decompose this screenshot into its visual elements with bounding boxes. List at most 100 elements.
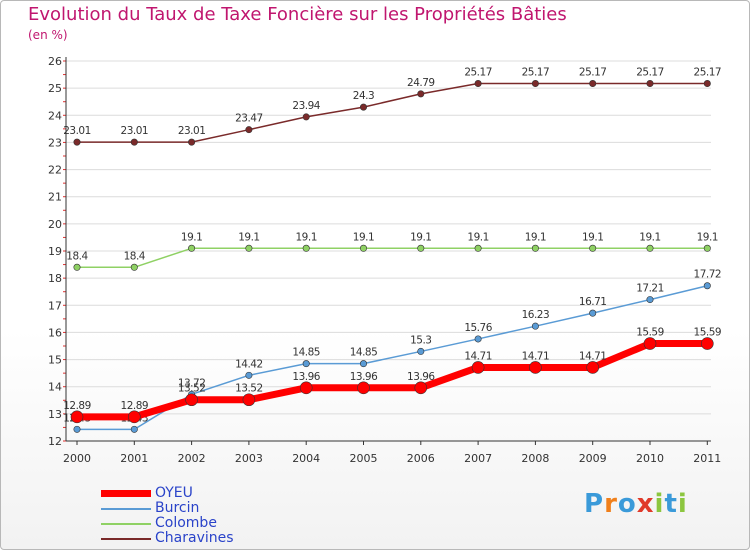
- logo-letter: i: [654, 489, 665, 519]
- data-label-oyeu: 12.89: [63, 400, 91, 412]
- data-point-colombe: [302, 244, 310, 252]
- data-point-oyeu: [128, 410, 141, 424]
- data-point-colombe: [474, 244, 482, 252]
- data-point-oyeu: [586, 361, 600, 374]
- data-point-burcin: [531, 322, 539, 330]
- data-point-oyeu: [242, 393, 256, 407]
- data-point-oyeu: [299, 381, 313, 395]
- legend-swatch-burcin: [101, 508, 151, 510]
- y-tick-label: 23: [48, 136, 62, 149]
- data-label-burcin: 15.76: [464, 322, 492, 334]
- series-line-charavines: [77, 82, 708, 143]
- data-point-burcin: [474, 335, 482, 343]
- y-tick-label: 25: [48, 82, 62, 95]
- x-tick-label: 2005: [350, 452, 378, 465]
- data-label-oyeu: 13.96: [292, 371, 320, 383]
- data-point-burcin: [646, 296, 654, 304]
- data-point-charavines: [188, 138, 196, 146]
- data-point-charavines: [474, 80, 482, 88]
- data-point-charavines: [703, 80, 711, 88]
- x-tick-label: 2010: [636, 452, 664, 465]
- data-point-colombe: [417, 244, 425, 252]
- data-label-charavines: 25.17: [579, 67, 607, 79]
- data-point-oyeu: [185, 393, 198, 407]
- data-label-burcin: 16.23: [522, 309, 550, 321]
- y-tick-label: 13: [48, 408, 62, 421]
- data-label-oyeu: 13.52: [235, 383, 263, 395]
- data-point-oyeu: [70, 410, 84, 424]
- data-point-colombe: [703, 244, 711, 252]
- data-label-burcin: 14.85: [292, 347, 320, 359]
- data-label-oyeu: 12.89: [121, 400, 149, 412]
- data-label-charavines: 23.01: [63, 125, 91, 137]
- logo-letter: r: [604, 489, 618, 519]
- data-label-colombe: 19.1: [525, 231, 546, 243]
- data-label-oyeu: 14.71: [464, 350, 492, 362]
- data-label-oyeu: 14.71: [522, 350, 550, 362]
- y-tick-label: 17: [48, 299, 62, 312]
- proxiti-logo: Proxiti: [584, 489, 688, 519]
- data-point-charavines: [646, 80, 654, 88]
- data-label-charavines: 23.94: [292, 100, 320, 112]
- x-tick-label: 2002: [178, 452, 206, 465]
- data-point-burcin: [589, 309, 597, 317]
- data-point-colombe: [359, 244, 367, 252]
- x-tick-label: 2008: [521, 452, 549, 465]
- data-point-burcin: [417, 347, 425, 355]
- x-tick-label: 2007: [464, 452, 492, 465]
- x-tick-label: 2004: [292, 452, 320, 465]
- data-point-colombe: [73, 263, 81, 271]
- data-label-burcin: 17.72: [694, 269, 722, 281]
- data-label-oyeu: 15.59: [694, 327, 722, 339]
- data-label-burcin: 14.85: [350, 347, 378, 359]
- legend-swatch-charavines: [101, 538, 151, 540]
- data-label-colombe: 19.1: [410, 231, 431, 243]
- data-point-colombe: [531, 244, 539, 252]
- data-label-burcin: 14.42: [235, 358, 263, 370]
- legend-swatch-colombe: [101, 523, 151, 525]
- legend-label-colombe: Colombe: [155, 515, 217, 531]
- data-label-colombe: 18.4: [66, 250, 88, 262]
- data-label-burcin: 15.3: [410, 334, 431, 346]
- data-label-colombe: 19.1: [238, 231, 259, 243]
- data-label-oyeu: 13.96: [350, 371, 378, 383]
- chart-title: Evolution du Taux de Taxe Foncière sur l…: [28, 4, 567, 25]
- data-label-burcin: 17.21: [636, 283, 664, 295]
- data-point-colombe: [245, 244, 253, 252]
- logo-letter: o: [617, 489, 637, 519]
- y-tick-label: 14: [48, 381, 62, 394]
- logo-letter: x: [636, 489, 655, 519]
- y-tick-label: 18: [48, 272, 62, 285]
- data-label-colombe: 19.1: [697, 231, 718, 243]
- data-label-burcin: 13.72: [178, 377, 206, 389]
- y-tick-label: 20: [48, 218, 62, 231]
- data-point-oyeu: [471, 361, 485, 374]
- x-tick-label: 2001: [120, 452, 148, 465]
- data-point-burcin: [130, 425, 138, 433]
- data-point-charavines: [302, 113, 310, 121]
- data-point-burcin: [302, 360, 310, 368]
- data-label-colombe: 19.1: [181, 231, 202, 243]
- data-label-charavines: 23.01: [178, 125, 206, 137]
- data-label-colombe: 19.1: [582, 231, 603, 243]
- logo-letter: t: [664, 489, 678, 519]
- data-point-burcin: [73, 425, 81, 433]
- data-label-oyeu: 13.52: [178, 383, 206, 395]
- x-tick-label: 2006: [407, 452, 435, 465]
- x-tick-label: 2000: [63, 452, 91, 465]
- data-point-colombe: [188, 244, 196, 252]
- data-label-charavines: 24.3: [353, 90, 374, 102]
- data-label-charavines: 23.01: [121, 125, 149, 137]
- data-point-charavines: [73, 138, 81, 146]
- logo-letter: P: [584, 489, 605, 519]
- data-label-colombe: 19.1: [353, 231, 374, 243]
- series-line-oyeu: [77, 340, 708, 421]
- y-tick-label: 26: [48, 55, 62, 68]
- data-point-oyeu: [700, 337, 714, 350]
- data-label-charavines: 25.17: [636, 67, 664, 79]
- data-point-oyeu: [414, 381, 428, 395]
- data-label-burcin: 16.71: [579, 296, 607, 308]
- data-label-oyeu: 15.59: [636, 327, 664, 339]
- data-point-burcin: [703, 282, 711, 290]
- data-label-charavines: 25.17: [694, 67, 722, 79]
